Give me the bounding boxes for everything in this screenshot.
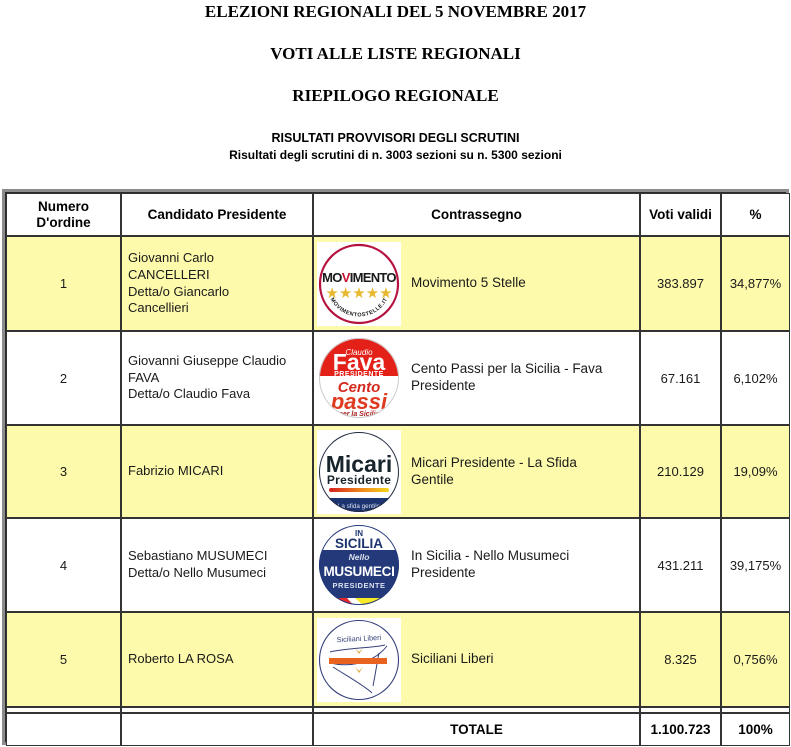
svg-text:PRESIDENTE: PRESIDENTE: [334, 371, 384, 378]
svg-text:MOVIMENTO: MOVIMENTO: [322, 270, 396, 285]
svg-text:Presidente: Presidente: [327, 473, 391, 487]
svg-text:PRESIDENTE: PRESIDENTE: [333, 581, 386, 590]
svg-text:★★★★★: ★★★★★: [325, 285, 392, 302]
svg-text:MUSUMECI: MUSUMECI: [323, 564, 394, 579]
svg-text:Nello: Nello: [349, 552, 370, 562]
svg-text:SICILIA: SICILIA: [335, 536, 383, 551]
